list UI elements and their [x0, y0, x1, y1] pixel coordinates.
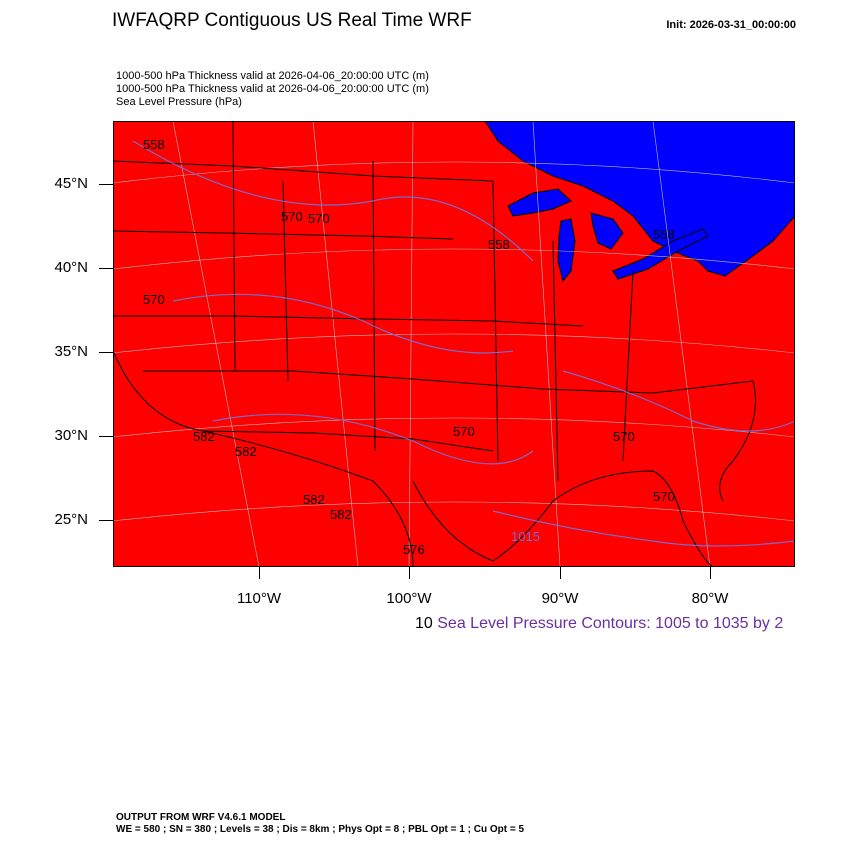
lat-tick: [99, 184, 113, 185]
lat-tick: [99, 352, 113, 353]
lake-erie-ontario: [612, 228, 709, 280]
lat-label: 25°N: [54, 511, 88, 528]
contour-label: 1015: [511, 529, 540, 544]
footer-model: OUTPUT FROM WRF V4.6.1 MODEL: [116, 812, 286, 823]
lat-label: 45°N: [54, 175, 88, 192]
lon-label: 80°W: [691, 590, 729, 607]
contour-label: 570: [653, 489, 675, 504]
lon-tick: [560, 567, 561, 579]
lon-tick: [259, 567, 260, 579]
lon-label: 90°W: [541, 590, 579, 607]
contour-legend: 10 Sea Level Pressure Contours: 1005 to …: [415, 615, 783, 633]
contour-label: 570: [308, 211, 330, 226]
lat-label: 30°N: [54, 427, 88, 444]
contour-label: 582: [330, 507, 352, 522]
contour-label: 570: [453, 424, 475, 439]
graticule: [113, 121, 795, 567]
pressure-contours: [132, 140, 795, 547]
subtitle-thickness-1: 1000-500 hPa Thickness valid at 2026-04-…: [116, 70, 429, 82]
contour-label: 582: [235, 444, 257, 459]
contour-label: 570: [281, 209, 303, 224]
lon-tick: [710, 567, 711, 579]
contour-label: 570: [143, 292, 165, 307]
contour-label: 582: [193, 429, 215, 444]
subtitle-thickness-2: 1000-500 hPa Thickness valid at 2026-04-…: [116, 83, 429, 95]
lat-tick: [99, 436, 113, 437]
chart-title: IWFAQRP Contiguous US Real Time WRF: [112, 10, 472, 31]
lat-label: 40°N: [54, 259, 88, 276]
contour-label: 558: [143, 137, 165, 152]
init-time: Init: 2026-03-31_00:00:00: [666, 19, 796, 31]
contour-label: 582: [303, 492, 325, 507]
lon-label: 100°W: [386, 590, 432, 607]
lon-tick: [409, 567, 410, 579]
lake-michigan: [557, 218, 576, 283]
contour-legend-lead: 10: [415, 615, 433, 632]
footer-config: WE = 580 ; SN = 380 ; Levels = 38 ; Dis …: [116, 824, 525, 835]
contour-label: 558: [488, 237, 510, 252]
map-frame: [113, 121, 795, 567]
contour-label: 570: [613, 429, 635, 444]
slp-contour-info: Sea Level Pressure Contours: 1005 to 103…: [437, 615, 784, 632]
lon-label: 110°W: [236, 590, 282, 607]
contour-label: 558: [653, 227, 675, 242]
lat-tick: [99, 520, 113, 521]
lat-label: 35°N: [54, 343, 88, 360]
subtitle-slp: Sea Level Pressure (hPa): [116, 96, 242, 108]
contour-label: 576: [403, 542, 425, 557]
weather-map: 558 570 558 570 570 558 582 582 582 570 …: [113, 121, 795, 567]
lake-huron: [590, 212, 624, 250]
lat-tick: [99, 268, 113, 269]
